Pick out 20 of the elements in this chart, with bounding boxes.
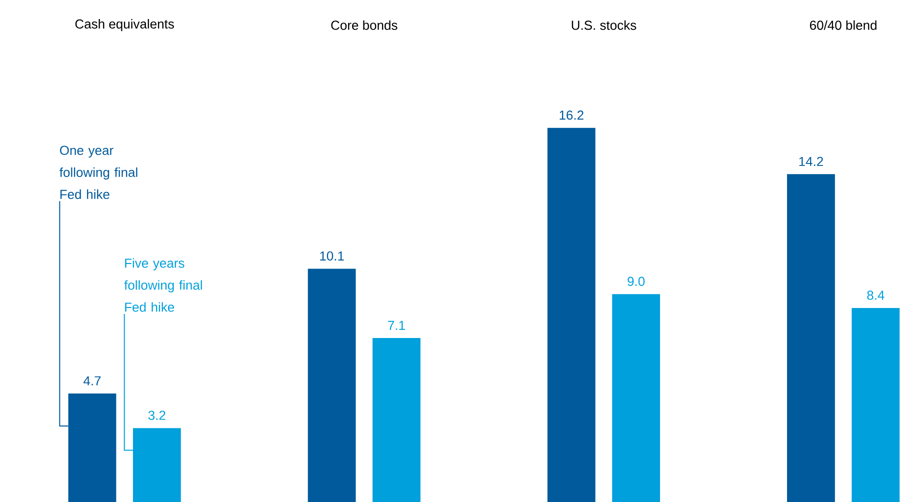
bar (372, 338, 420, 502)
bar (852, 308, 900, 502)
bar (612, 294, 660, 502)
data-label: 4.7 (84, 376, 101, 386)
text: Five years following final Fed hike (124, 258, 202, 312)
data-label: 8.4 (867, 290, 884, 300)
data-label: 10.1 (320, 251, 344, 261)
text: One year following final Fed hike (60, 146, 138, 199)
x-tick-label: Cash equivalents (75, 19, 174, 32)
x-tick-label: 60/40 blend (810, 20, 876, 30)
bar (308, 268, 356, 502)
x-tick-label: Core bonds (331, 20, 398, 30)
data-label: 9.0 (628, 276, 645, 286)
data-label: 16.2 (560, 110, 584, 120)
x-tick-label: U.S. stocks (572, 20, 636, 30)
bar (787, 174, 835, 502)
data-label: 3.2 (148, 410, 166, 420)
data-label: 7.1 (388, 320, 405, 330)
data-label: 14.2 (799, 156, 823, 166)
bar (547, 128, 596, 502)
